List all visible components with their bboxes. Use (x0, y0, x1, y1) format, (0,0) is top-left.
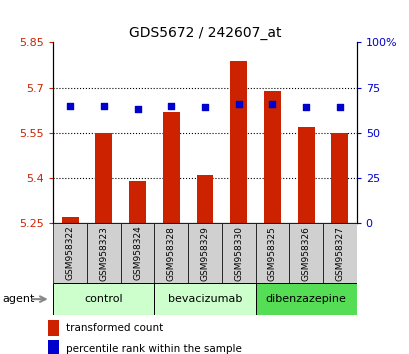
Bar (263, 91, 280, 223)
Bar (62, 217, 79, 223)
Bar (230, 61, 247, 223)
Point (302, 105, 309, 110)
Bar (129, 181, 146, 223)
Text: GSM958328: GSM958328 (166, 225, 175, 281)
Bar (95, 133, 112, 223)
Text: transformed count: transformed count (66, 323, 163, 333)
Title: GDS5672 / 242607_at: GDS5672 / 242607_at (128, 26, 281, 40)
Text: GSM958326: GSM958326 (301, 225, 310, 281)
Bar (297, 127, 314, 223)
Bar (48, 341, 58, 354)
Bar (154, 223, 188, 283)
Point (134, 107, 141, 112)
Bar (120, 223, 154, 283)
Bar (330, 133, 347, 223)
Point (336, 105, 342, 110)
Point (168, 103, 174, 109)
Text: bevacizumab: bevacizumab (167, 294, 242, 304)
Text: GSM958325: GSM958325 (267, 225, 276, 281)
Text: GSM958323: GSM958323 (99, 225, 108, 281)
Text: dibenzazepine: dibenzazepine (265, 294, 346, 304)
Text: GSM958322: GSM958322 (65, 226, 74, 280)
Bar (289, 223, 322, 283)
Bar (53, 223, 87, 283)
Bar (53, 283, 154, 315)
Bar (322, 223, 356, 283)
Bar (48, 320, 58, 336)
Bar (188, 223, 221, 283)
Text: percentile rank within the sample: percentile rank within the sample (66, 344, 241, 354)
Text: GSM958324: GSM958324 (133, 226, 142, 280)
Point (67, 103, 73, 109)
Bar (255, 283, 356, 315)
Text: GSM958330: GSM958330 (234, 225, 243, 281)
Text: control: control (84, 294, 123, 304)
Text: agent: agent (3, 294, 35, 304)
Point (235, 101, 241, 107)
Bar (196, 175, 213, 223)
Bar (221, 223, 255, 283)
Bar (87, 223, 120, 283)
Point (100, 103, 107, 109)
Bar (255, 223, 289, 283)
Point (268, 101, 275, 107)
Bar (162, 112, 179, 223)
Text: GSM958327: GSM958327 (335, 225, 344, 281)
Bar (154, 283, 255, 315)
Text: GSM958329: GSM958329 (200, 225, 209, 281)
Point (201, 105, 208, 110)
